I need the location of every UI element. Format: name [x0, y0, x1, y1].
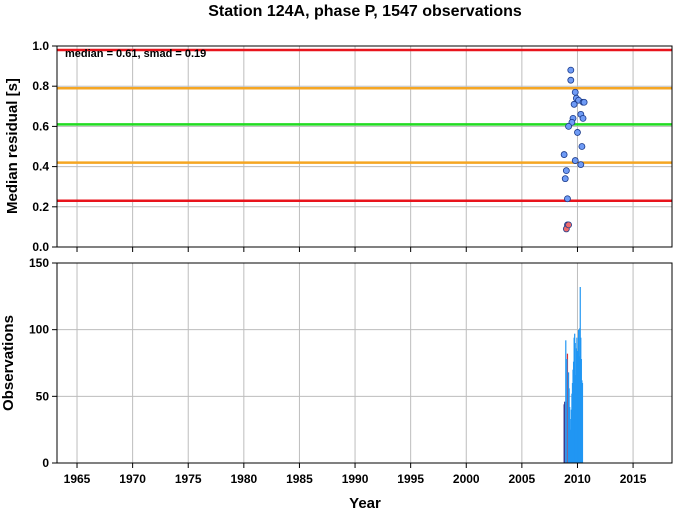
scatter-point — [578, 143, 586, 150]
scatter-point — [564, 195, 571, 203]
observation-bar — [566, 359, 568, 463]
x-tick-label: 1975 — [175, 472, 202, 486]
bottom-y-tick-label: 100 — [29, 323, 49, 337]
top-panel: 0.0 0.2 0.4 0.6 0.8 1.0 median = 0.61, smad =… — [4, 39, 673, 254]
x-tick-label: 1985 — [286, 472, 313, 486]
scatter-point — [574, 129, 581, 136]
top-y-tick-label: 0.8 — [32, 79, 49, 93]
bottom-plot-frame — [56, 262, 673, 464]
stats-annotation: median = 0.61, smad = 0.19 — [65, 48, 206, 60]
bottom-panel: 0 50 100 150 1965 1970 1975 1980 1985 1990 1995 20… — [0, 247, 673, 511]
x-tick-label: 1965 — [64, 472, 91, 486]
top-y-tick-label: 0.4 — [32, 160, 49, 174]
top-y-ticks: 0.0 0.2 0.4 0.6 0.8 1.0 — [32, 39, 57, 254]
observation-bar — [581, 383, 584, 463]
scatter-point — [580, 98, 588, 106]
x-axis-label: Year — [349, 495, 381, 511]
scatter-point — [570, 100, 578, 108]
scatter-point — [579, 114, 587, 122]
x-tick-label: 2015 — [620, 472, 647, 486]
top-y-tick-label: 0.2 — [32, 200, 49, 214]
x-tick-label: 1990 — [342, 472, 369, 486]
top-reference-lines — [57, 48, 672, 203]
scatter-point — [571, 88, 579, 96]
scatter-point — [565, 221, 572, 229]
scatter-point — [571, 157, 579, 164]
x-tick-label: 2010 — [564, 472, 591, 486]
top-y-tick-label: 0.0 — [32, 240, 49, 254]
top-scatter-points — [560, 66, 588, 233]
x-tick-label: 1995 — [397, 472, 424, 486]
scatter-point — [560, 151, 568, 158]
scatter-point — [577, 161, 585, 168]
x-tick-label: 1980 — [230, 472, 257, 486]
scatter-point — [565, 123, 572, 130]
top-plot-frame — [56, 45, 673, 248]
observation-bar — [564, 401, 566, 463]
chart-title: Station 124A, phase P, 1547 observations — [208, 3, 522, 20]
scatter-point — [562, 167, 570, 175]
bottom-y-axis-label: Observations — [0, 315, 17, 411]
bottom-x-ticks: 1965 1970 1975 1980 1985 1990 1995 2000 2005 2010… — [64, 247, 647, 486]
x-tick-label: 2000 — [453, 472, 480, 486]
bottom-y-ticks: 0 50 100 150 — [29, 256, 57, 470]
scatter-point — [567, 76, 575, 84]
observation-bar — [565, 340, 567, 463]
x-tick-label: 1970 — [119, 472, 146, 486]
scatter-point — [567, 66, 575, 74]
bottom-y-tick-label: 0 — [42, 456, 49, 470]
top-y-tick-label: 1.0 — [32, 39, 49, 53]
x-tick-label: 2005 — [509, 472, 536, 486]
scatter-point — [561, 175, 569, 183]
bottom-y-tick-label: 150 — [29, 256, 49, 270]
bottom-y-tick-label: 50 — [36, 389, 50, 403]
bottom-bars — [563, 287, 584, 463]
top-y-axis-label: Median residual [s] — [4, 78, 21, 214]
top-y-tick-label: 0.6 — [32, 119, 49, 133]
